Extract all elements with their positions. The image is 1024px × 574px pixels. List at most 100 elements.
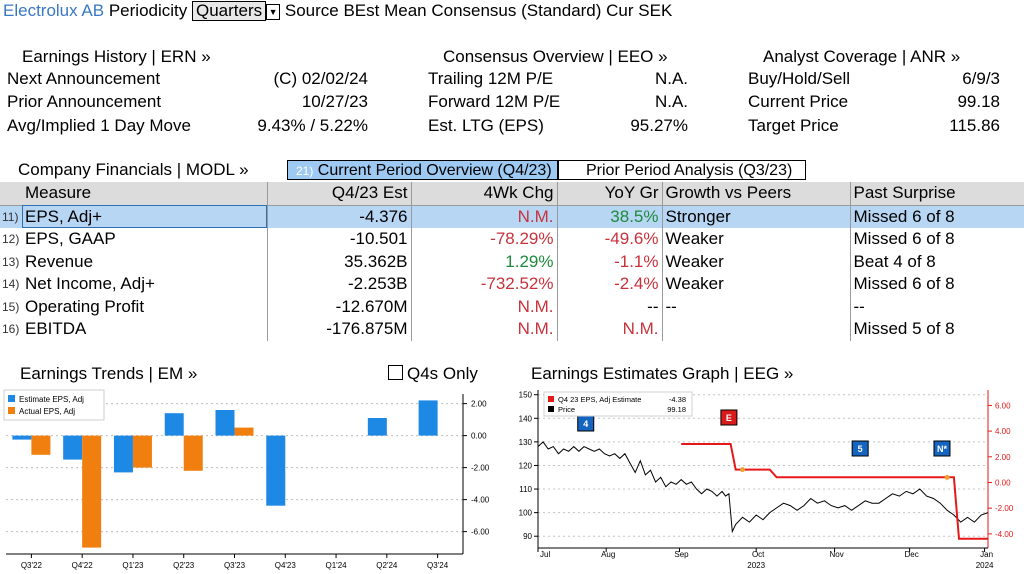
legend-swatch-actual bbox=[8, 407, 15, 414]
row-yoy: -2.4% bbox=[557, 273, 663, 296]
legend-value-estimate: -4.38 bbox=[669, 395, 686, 404]
row-4wk-chg: 1.29% bbox=[411, 250, 558, 273]
legend-label-price: Price bbox=[558, 405, 575, 414]
x-tick-label: Oct bbox=[752, 550, 765, 559]
price-tick-label: 130 bbox=[519, 438, 533, 447]
legend-label-actual: Actual EPS, Adj bbox=[19, 407, 75, 416]
earnings-trends-chart[interactable]: 2.00 0.00 -2.00 -4.00 -6.00 Q3'22 Q4'22 Q1'23 Q2… bbox=[0, 388, 505, 574]
target-price-value: 115.86 bbox=[949, 116, 1000, 135]
marker-box bbox=[851, 440, 869, 457]
column-header-surprise[interactable]: Past Surprise bbox=[850, 182, 1024, 206]
marker-n: N* bbox=[933, 440, 951, 457]
row-measure[interactable]: Revenue bbox=[22, 250, 268, 273]
estimate-bar bbox=[164, 413, 184, 436]
price-tick-label: 150 bbox=[519, 391, 533, 400]
ltg-label: Est. LTG (EPS) bbox=[428, 116, 544, 135]
legend-swatch-estimate bbox=[548, 396, 554, 402]
row-measure[interactable]: EBITDA bbox=[22, 318, 268, 341]
legend-swatch-estimate bbox=[8, 395, 15, 402]
row-measure[interactable]: EPS, GAAP bbox=[22, 228, 268, 251]
row-surprise: Missed 6 of 8 bbox=[850, 273, 1024, 296]
checkbox-icon[interactable] bbox=[388, 365, 403, 380]
marker-label: N* bbox=[937, 444, 947, 454]
company-financials-title[interactable]: Company Financials | MODL » bbox=[18, 160, 249, 179]
company-name[interactable]: Electrolux AB bbox=[3, 1, 105, 20]
row-surprise: Missed 5 of 8 bbox=[850, 318, 1024, 341]
x-tick-label: Sep bbox=[674, 550, 689, 559]
row-measure[interactable]: Operating Profit bbox=[22, 295, 268, 318]
row-peers: Weaker bbox=[662, 228, 851, 251]
marker-label: 5 bbox=[858, 444, 863, 454]
column-header-peers[interactable]: Growth vs Peers bbox=[662, 182, 851, 206]
table-row[interactable]: 12) EPS, GAAP -10.501 -78.29% -49.6% Wea… bbox=[0, 228, 1024, 251]
tab-index: 21) bbox=[296, 164, 314, 178]
table-row[interactable]: 13) Revenue 35.362B 1.29% -1.1% Weaker B… bbox=[0, 250, 1024, 273]
forward-pe-value: N.A. bbox=[654, 92, 688, 111]
x-tick-label: Nov bbox=[829, 550, 843, 559]
row-4wk-chg: N.M. bbox=[411, 205, 558, 228]
x-tick-label: Q2'24 bbox=[376, 561, 398, 570]
estimate-tick-label: -4.00 bbox=[995, 530, 1014, 539]
consensus-overview-title[interactable]: Consensus Overview | EEO » bbox=[443, 47, 668, 66]
legend-label-estimate: Estimate EPS, Adj bbox=[19, 395, 84, 404]
tab-current-period[interactable]: 21) Current Period Overview (Q4/23) bbox=[287, 160, 558, 180]
earnings-estimates-chart[interactable]: 150 140 130 120 110 100 90 6.00 4.00 2.00 0.00 -2.0… bbox=[508, 388, 1024, 574]
table-row[interactable]: 11) EPS, Adj+ -4.376 N.M. 38.5% Stronger… bbox=[0, 205, 1024, 228]
forward-pe-label: Forward 12M P/E bbox=[428, 92, 561, 111]
row-surprise: Missed 6 of 8 bbox=[850, 205, 1024, 228]
current-price-value: 99.18 bbox=[957, 92, 1000, 111]
periodicity-dropdown[interactable]: Quarters bbox=[192, 1, 267, 21]
row-estimate: -10.501 bbox=[267, 228, 412, 251]
row-index: 16) bbox=[2, 322, 20, 337]
periodicity-label: Periodicity bbox=[108, 1, 188, 20]
column-header-yoy[interactable]: YoY Gr bbox=[557, 182, 663, 206]
target-price-label: Target Price bbox=[748, 116, 839, 135]
column-header-estimate[interactable]: Q4/23 Est bbox=[267, 182, 412, 206]
y-tick-label: -2.00 bbox=[471, 464, 490, 473]
top-bar: Electrolux AB Periodicity Quarters ▼ Sour… bbox=[0, 0, 1024, 22]
row-estimate: 35.362B bbox=[267, 250, 412, 273]
row-measure[interactable]: Net Income, Adj+ bbox=[22, 273, 268, 296]
x-year-label: 2024 bbox=[976, 561, 994, 570]
analyst-coverage-title[interactable]: Analyst Coverage | ANR » bbox=[763, 47, 961, 66]
financials-tabs: 21) Current Period Overview (Q4/23) Prio… bbox=[0, 160, 1024, 180]
x-tick-label: Q3'24 bbox=[427, 561, 449, 570]
row-estimate: -176.875M bbox=[267, 318, 412, 341]
actual-bar bbox=[132, 435, 152, 468]
estimate-bar bbox=[12, 435, 32, 440]
chart-legend: Q4 23 EPS, Adj Estimate -4.38 Price 99.18 bbox=[543, 391, 693, 417]
x-tick-label: Q1'24 bbox=[326, 561, 348, 570]
price-tick-label: 110 bbox=[519, 485, 532, 494]
row-surprise: Missed 6 of 8 bbox=[850, 228, 1024, 251]
estimate-tick-label: -2.00 bbox=[995, 504, 1014, 513]
row-surprise: Beat 4 of 8 bbox=[850, 250, 1024, 273]
price-tick-label: 90 bbox=[523, 532, 532, 541]
q4s-only-label: Q4s Only bbox=[407, 364, 478, 383]
column-header-measure[interactable]: Measure bbox=[22, 182, 268, 206]
estimate-tick-label: 0.00 bbox=[995, 478, 1011, 487]
marker-box bbox=[720, 409, 738, 426]
earnings-history-title[interactable]: Earnings History | ERN » bbox=[22, 47, 211, 66]
column-header-4wk-chg[interactable]: 4Wk Chg bbox=[411, 182, 558, 206]
table-row[interactable]: 15) Operating Profit -12.670M N.M. -- --… bbox=[0, 295, 1024, 318]
q4s-only-toggle[interactable]: Q4s Only bbox=[388, 364, 478, 384]
table-row[interactable]: 14) Net Income, Adj+ -2.253B -732.52% -2… bbox=[0, 273, 1024, 296]
y-tick-label: 2.00 bbox=[471, 400, 487, 409]
earnings-trends-title[interactable]: Earnings Trends | EM » bbox=[20, 364, 198, 383]
x-tick-label: Aug bbox=[601, 550, 615, 559]
price-tick-label: 140 bbox=[519, 414, 533, 423]
estimate-bar bbox=[215, 410, 235, 436]
tab-prior-period[interactable]: Prior Period Analysis (Q3/23) bbox=[558, 160, 806, 180]
price-line bbox=[537, 441, 989, 534]
buy-hold-sell-label: Buy/Hold/Sell bbox=[748, 69, 851, 88]
day-move-label: Avg/Implied 1 Day Move bbox=[7, 116, 191, 135]
row-measure[interactable]: EPS, Adj+ bbox=[22, 205, 268, 228]
marker-e: E bbox=[720, 409, 738, 426]
legend-label-estimate: Q4 23 EPS, Adj Estimate bbox=[558, 395, 641, 404]
row-4wk-chg: -732.52% bbox=[411, 273, 558, 296]
x-tick-label: Q4'23 bbox=[275, 561, 297, 570]
estimate-bar bbox=[418, 400, 438, 436]
table-row[interactable]: 16) EBITDA -176.875M N.M. N.M. Missed 5 … bbox=[0, 318, 1024, 341]
earnings-graph-title[interactable]: Earnings Estimates Graph | EEG » bbox=[531, 364, 794, 383]
chevron-down-icon[interactable]: ▼ bbox=[266, 3, 281, 20]
